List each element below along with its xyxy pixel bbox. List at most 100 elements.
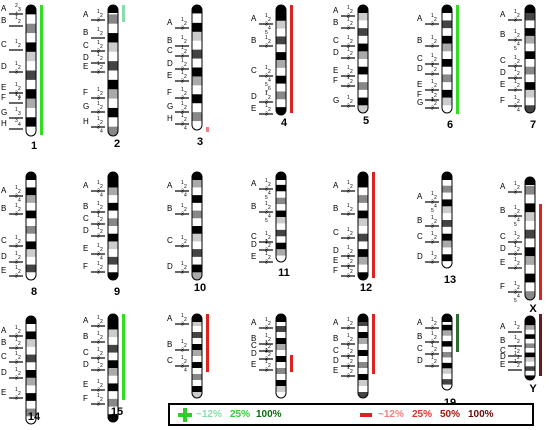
chromosome-18: A123B123C123D123E12318 xyxy=(333,313,375,417)
sub-band-label: 2 xyxy=(100,383,103,389)
sub-band-label: 2 xyxy=(18,391,21,397)
band-label: C xyxy=(333,228,339,237)
sub-band-label: 3 xyxy=(15,69,18,75)
copy-number-bar xyxy=(372,172,375,278)
sub-band-label: 1 xyxy=(514,205,517,211)
sub-band-label: 2 xyxy=(517,355,520,361)
sub-band-label: 1 xyxy=(265,340,268,346)
legend: ~12% 25% 100% ~12% 25% 50% 100% xyxy=(168,403,534,426)
sub-band-label: 1 xyxy=(431,251,434,257)
sub-band-label: 3 xyxy=(347,273,350,279)
sub-band-label: 1 xyxy=(514,321,517,327)
sub-band-label: 2 xyxy=(350,321,353,327)
sub-band-label: 1 xyxy=(181,58,184,64)
sub-band-label: 1 xyxy=(97,315,100,321)
band-label: E xyxy=(333,366,338,375)
sub-band-label: 3 xyxy=(15,375,18,381)
chromosome-number: 5 xyxy=(363,115,369,127)
sub-band-label: 2 xyxy=(350,207,353,213)
sub-band-label: 2 xyxy=(184,74,187,80)
sub-band-label: 2 xyxy=(184,105,187,111)
sub-band-label: 1 xyxy=(97,61,100,67)
sub-band-label: 2 xyxy=(434,57,437,63)
sub-band-label: 1 xyxy=(347,75,350,81)
sub-band-label: 3 xyxy=(347,341,350,347)
sub-band-label: 1 xyxy=(431,53,434,59)
sub-band-label: 5 xyxy=(514,298,517,304)
sub-band-label: 2 xyxy=(18,341,21,347)
sub-band-label: 2 xyxy=(184,207,187,213)
band-label: D xyxy=(417,252,423,261)
sub-band-label: 3 xyxy=(347,73,350,79)
sub-band-label: 1 xyxy=(97,225,100,231)
sub-band-label: 3 xyxy=(431,325,434,331)
sub-band-label: 3 xyxy=(347,43,350,49)
band-label: C xyxy=(500,232,506,241)
sub-band-label: 5 xyxy=(265,195,268,201)
sub-band-label: 1 xyxy=(97,101,100,107)
sub-band-label: 2 xyxy=(268,235,271,241)
sub-band-label: 3 xyxy=(265,239,268,245)
sub-band-label: 1 xyxy=(431,343,434,349)
sub-band-label: 3 xyxy=(347,263,350,269)
sub-band-label: 3 xyxy=(514,239,517,245)
sub-band-label: 3 xyxy=(181,321,184,327)
band-label: B xyxy=(500,30,505,39)
band-label: B xyxy=(333,204,338,213)
sub-band-label: 4 xyxy=(18,122,21,128)
sub-band-label: 4 xyxy=(184,126,187,132)
band-label: A xyxy=(500,322,506,331)
sub-band-label: 1 xyxy=(181,355,184,361)
sub-band-label: 2 xyxy=(434,39,437,45)
sub-band-label: 1 xyxy=(181,87,184,93)
band-label: A xyxy=(417,14,423,23)
sub-band-label: 2 xyxy=(350,249,353,255)
sub-band-label: 1 xyxy=(347,245,350,251)
sub-band-label: 1 xyxy=(431,97,434,103)
sub-band-label: 3 xyxy=(97,233,100,239)
chromosome-outline xyxy=(25,315,37,425)
chromosome-outline xyxy=(357,171,369,281)
sub-band-label: 1 xyxy=(514,79,517,85)
sub-band-label: 3 xyxy=(347,83,350,89)
sub-band-label: 2 xyxy=(184,39,187,45)
band-label: A xyxy=(500,182,506,191)
band-label: B xyxy=(251,202,256,211)
band-label: A xyxy=(417,192,423,201)
sub-band-label: 3 xyxy=(15,211,18,217)
sub-band-label: 3 xyxy=(181,211,184,217)
sub-band-label: 2 xyxy=(350,259,353,265)
sub-band-label: 3 xyxy=(15,273,18,279)
sub-band-label: 3 xyxy=(265,73,268,79)
band-label: C xyxy=(167,236,173,245)
sub-band-label: 1 xyxy=(97,116,100,122)
sub-band-label: 1 xyxy=(97,27,100,33)
sub-band-label: 3 xyxy=(97,17,100,23)
sub-band-label: 1 xyxy=(265,348,268,354)
sub-band-label: 1 xyxy=(15,367,18,373)
chromosome-outline xyxy=(275,313,287,399)
sub-band-label: 1 xyxy=(97,359,100,365)
band-label: F xyxy=(417,90,422,99)
band-label: E xyxy=(500,360,505,369)
sub-band-label: 1 xyxy=(347,5,350,11)
sub-band-label: 3 xyxy=(181,363,184,369)
copy-number-bar xyxy=(290,5,293,113)
sub-band-label: 2 xyxy=(268,352,271,358)
band-label: A xyxy=(167,181,173,190)
sub-band-label: 1 xyxy=(431,317,434,323)
sub-band-label: 4 xyxy=(517,294,520,300)
sub-band-label: 1 xyxy=(181,203,184,209)
sub-band-label: 3 xyxy=(347,55,350,61)
sub-band-label: 2 xyxy=(350,337,353,343)
sub-band-label: 2 xyxy=(184,62,187,68)
sub-band-label: 2 xyxy=(100,217,103,223)
sub-band-label: 2 xyxy=(268,17,271,23)
sub-band-label: 2 xyxy=(350,69,353,75)
sub-band-label: 2 xyxy=(100,31,103,37)
sub-band-label: 3 xyxy=(514,87,517,93)
band-label: H xyxy=(1,119,7,128)
